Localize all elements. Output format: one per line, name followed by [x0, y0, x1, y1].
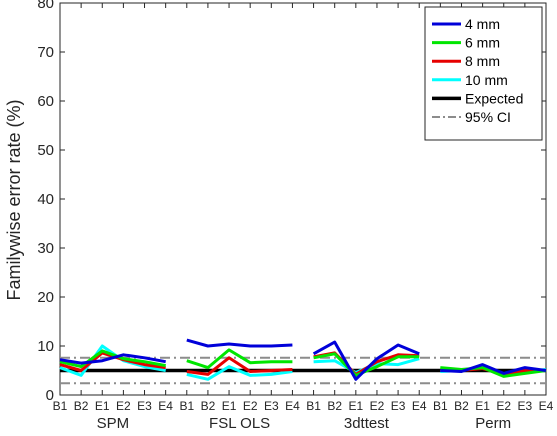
x-tick-label: E1 [222, 399, 237, 413]
series-line-6-mm [59, 349, 166, 369]
series-line-6-mm [186, 348, 293, 370]
y-axis-label: Familywise error rate (%) [4, 99, 24, 300]
y-tick-label: 30 [37, 240, 54, 257]
x-tick-label: E4 [285, 399, 300, 413]
y-tick-label: 80 [37, 0, 54, 12]
legend-label: 95% CI [465, 109, 511, 125]
x-tick-label: E3 [264, 399, 279, 413]
series-group [59, 338, 547, 385]
series-line-8-mm [186, 356, 293, 376]
y-tick-label: 40 [37, 191, 54, 208]
x-group-label: 3dttest [344, 415, 390, 432]
x-axis: B1 B2 E1 E2 E3 E4 SPM B1 B2 E1 E2 E3 E4 FSL OLS B1 B2 E1… [53, 3, 554, 432]
x-tick-label: E1 [348, 399, 363, 413]
legend-label: Expected [465, 90, 523, 106]
x-tick-label: B2 [454, 399, 469, 413]
x-tick-label: B2 [327, 399, 342, 413]
x-tick-label: E2 [370, 399, 385, 413]
x-tick-label: B1 [53, 399, 68, 413]
x-tick-label: B2 [74, 399, 89, 413]
legend: 4 mm 6 mm 8 mm 10 mm Expected 95% CI [424, 6, 543, 141]
x-tick-label: E4 [412, 399, 427, 413]
y-tick-label: 20 [37, 289, 54, 306]
y-tick-label: 60 [37, 93, 54, 110]
x-tick-label: B1 [306, 399, 321, 413]
x-tick-label: E1 [475, 399, 490, 413]
series-line-4-mm [312, 340, 420, 381]
x-tick-label: E1 [95, 399, 110, 413]
x-tick-label: E4 [539, 399, 554, 413]
legend-label: 6 mm [465, 35, 500, 51]
x-tick-label: E2 [243, 399, 258, 413]
x-tick-label: E2 [116, 399, 131, 413]
y-axis: 0 10 20 30 40 50 60 70 80 [37, 0, 546, 404]
series-line-4-mm [440, 363, 547, 375]
x-tick-label: E4 [158, 399, 173, 413]
x-tick-label: E2 [496, 399, 511, 413]
legend-label: 8 mm [465, 53, 500, 69]
legend-label: 4 mm [465, 16, 500, 32]
series-line-10-mm [186, 365, 293, 381]
y-tick-label: 70 [37, 44, 54, 61]
x-tick-label: E3 [137, 399, 152, 413]
y-tick-label: 10 [37, 338, 54, 355]
legend-label: 10 mm [465, 72, 508, 88]
series-line-4-mm [59, 353, 166, 365]
x-tick-label: E3 [391, 399, 406, 413]
x-tick-label: B1 [433, 399, 448, 413]
x-group-label: SPM [97, 415, 130, 432]
x-group-label: FSL OLS [209, 415, 270, 432]
series-line-4-mm [186, 338, 293, 348]
x-group-label: Perm [475, 415, 511, 432]
y-tick-label: 0 [46, 387, 54, 404]
y-tick-label: 50 [37, 142, 54, 159]
series-line-6-mm [440, 366, 547, 378]
x-tick-label: E3 [518, 399, 533, 413]
x-tick-label: B2 [201, 399, 216, 413]
x-tick-label: B1 [179, 399, 194, 413]
